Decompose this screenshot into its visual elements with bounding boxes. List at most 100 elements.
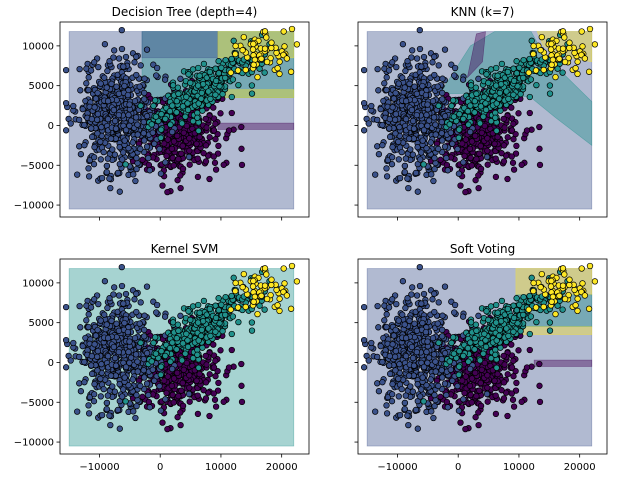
- data-point: [510, 403, 518, 410]
- data-point: [248, 82, 256, 89]
- data-point: [131, 296, 138, 303]
- data-point: [414, 381, 421, 388]
- data-point: [215, 58, 222, 65]
- data-point: [140, 355, 147, 363]
- data-point: [164, 136, 171, 143]
- data-point: [476, 150, 483, 157]
- data-point: [238, 161, 246, 169]
- data-point: [225, 127, 233, 134]
- data-point: [481, 359, 488, 367]
- data-point: [571, 49, 578, 57]
- data-point: [413, 348, 420, 356]
- data-point: [396, 361, 403, 368]
- data-point: [143, 283, 151, 290]
- data-point: [443, 391, 450, 399]
- data-point: [383, 86, 390, 94]
- data-point: [498, 387, 505, 394]
- data-point: [215, 307, 222, 314]
- data-point: [62, 66, 70, 74]
- data-point: [410, 125, 418, 132]
- data-point: [180, 129, 187, 136]
- data-point: [94, 326, 101, 334]
- data-point: [395, 393, 402, 400]
- data-point: [368, 339, 375, 347]
- data-point: [509, 159, 517, 166]
- data-point: [158, 111, 165, 118]
- data-point: [261, 69, 268, 76]
- data-point: [513, 70, 520, 77]
- data-point: [418, 300, 425, 307]
- data-point: [143, 350, 151, 357]
- data-point: [398, 148, 405, 156]
- data-point: [409, 284, 416, 291]
- data-point: [402, 334, 410, 342]
- data-point: [104, 97, 112, 105]
- data-point: [492, 82, 500, 89]
- data-point: [164, 188, 171, 196]
- data-point: [523, 127, 531, 134]
- data-point: [116, 188, 123, 195]
- data-point: [523, 364, 531, 371]
- data-point: [390, 332, 398, 339]
- data-point: [218, 301, 225, 308]
- data-point: [455, 126, 463, 133]
- data-point: [462, 425, 469, 433]
- data-point: [459, 313, 467, 320]
- data-point: [431, 402, 438, 410]
- data-point: [166, 345, 174, 352]
- data-point: [156, 382, 163, 390]
- data-point: [150, 102, 157, 110]
- data-point: [412, 169, 420, 177]
- data-point: [528, 37, 535, 44]
- data-point: [375, 87, 382, 94]
- data-point: [508, 127, 516, 134]
- data-point: [170, 138, 178, 145]
- data-point: [210, 364, 218, 371]
- data-point: [148, 121, 155, 128]
- data-point: [159, 419, 166, 426]
- data-point: [70, 102, 77, 110]
- data-point: [91, 143, 98, 151]
- data-point: [249, 283, 257, 290]
- data-point: [261, 282, 269, 289]
- data-point: [500, 395, 508, 402]
- data-point: [481, 93, 488, 101]
- data-point: [141, 326, 148, 334]
- data-point: [451, 301, 459, 309]
- data-point: [162, 352, 169, 360]
- data-point: [116, 144, 123, 151]
- data-point: [129, 139, 136, 146]
- data-point: [186, 384, 193, 391]
- data-point: [578, 28, 585, 35]
- data-point: [416, 282, 424, 290]
- data-point: [374, 302, 381, 310]
- data-point: [293, 41, 301, 48]
- data-point: [449, 377, 456, 384]
- data-point: [360, 336, 368, 344]
- data-point: [471, 98, 478, 105]
- data-point: [468, 138, 476, 145]
- data-point: [133, 154, 140, 162]
- data-point: [581, 55, 589, 62]
- decision-region: [217, 122, 295, 130]
- data-point: [480, 113, 487, 120]
- data-point: [106, 175, 113, 182]
- data-point: [212, 120, 219, 127]
- data-point: [195, 127, 202, 134]
- data-point: [372, 408, 379, 415]
- data-point: [360, 303, 368, 311]
- data-point: [379, 358, 386, 366]
- data-point: [210, 153, 217, 160]
- data-point: [554, 65, 561, 72]
- data-point: [401, 162, 409, 170]
- data-point: [374, 116, 381, 124]
- data-point: [238, 145, 245, 152]
- data-point: [103, 405, 110, 413]
- data-point: [404, 295, 411, 302]
- data-point: [263, 295, 271, 303]
- data-point: [115, 292, 123, 299]
- data-point: [152, 97, 159, 104]
- data-point: [405, 421, 412, 429]
- data-point: [212, 166, 220, 173]
